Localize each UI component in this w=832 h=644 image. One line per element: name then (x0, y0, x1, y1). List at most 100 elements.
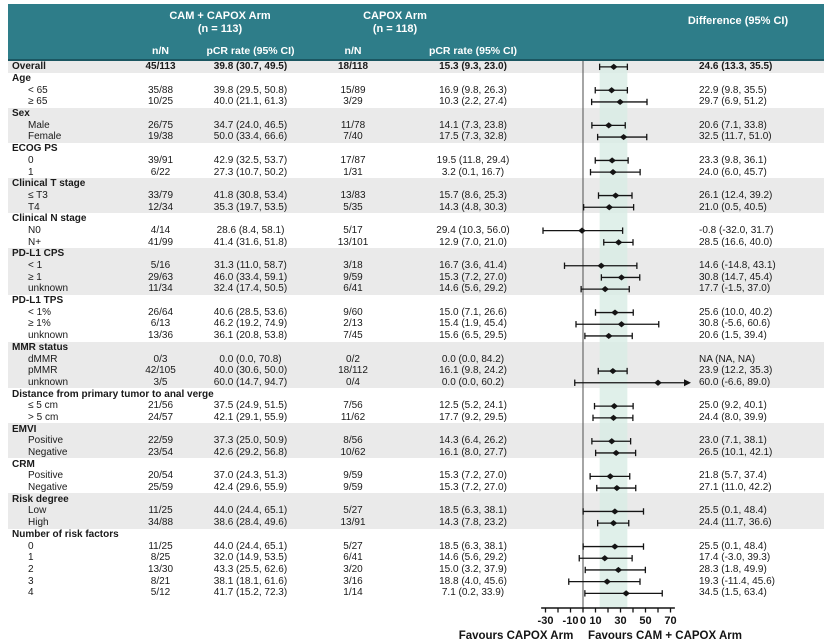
cam-capox-n-of-N: 5/12 (150, 587, 171, 599)
capox-pcr-rate: 19.5 (11.8, 29.4) (436, 154, 510, 166)
subgroup-header-row: Clinical T stage (8, 177, 824, 190)
cam-capox-n-of-N: 24/57 (147, 411, 174, 423)
capox-n-of-N: 1/31 (343, 166, 363, 178)
cam-capox-pcr-rate: 36.1 (20.8, 53.8) (213, 330, 288, 342)
cam-capox-n-of-N: 20/54 (147, 470, 174, 482)
cam-capox-pcr-rate: 38.1 (18.1, 61.6) (213, 575, 288, 587)
table-row: 1 6/22 27.3 (10.7, 50.2) 1/31 3.2 (0.1, 16.7… (8, 166, 824, 178)
cam-capox-n-of-N: 5/16 (150, 260, 171, 272)
cam-capox-pcr-rate: 35.3 (19.7, 53.5) (213, 201, 288, 213)
table-row: 1 8/25 32.0 (14.9, 53.5) 6/41 14.6 (5.6, 29.… (8, 552, 824, 564)
cam-capox-n-of-N: 11/25 (148, 505, 173, 517)
label-column-spacer (8, 45, 128, 57)
row-label: Risk degree (12, 493, 69, 505)
table-row: T4 12/34 35.3 (19.7, 53.5) 5/35 14.3 (4.8, 3… (8, 201, 824, 213)
difference-value: 20.6 (7.1, 33.8) (699, 119, 767, 131)
cam-capox-n-of-N: 12/34 (147, 201, 174, 213)
table-row: Positive 22/59 37.3 (25.0, 50.9) 8/56 14.3 (… (8, 435, 824, 447)
table-row: 2 13/30 43.3 (25.5, 62.6) 3/20 15.0 (3.2, 37… (8, 564, 824, 576)
capox-n-of-N: 7/45 (343, 330, 363, 342)
subgroup-header-row: Clinical N stage (8, 213, 824, 225)
table-row: dMMR 0/3 0.0 (0.0, 70.8) 0/2 0.0 (0.0, 84.2)… (8, 353, 824, 365)
cam-capox-pcr-rate: 43.3 (25.5, 62.6) (213, 563, 288, 575)
axis-tick-label: 0 (580, 615, 586, 627)
arm2-nN-column-header: n/N (344, 45, 362, 57)
capox-n-of-N: 5/35 (343, 201, 363, 213)
row-label: MMR status (12, 341, 69, 353)
cam-capox-pcr-rate: 41.7 (15.2, 72.3) (213, 587, 288, 599)
row-label: 1 (28, 166, 34, 178)
cam-capox-pcr-rate: 60.0 (14.7, 94.7) (213, 376, 288, 388)
difference-value: 25.5 (0.1, 48.4) (699, 540, 767, 552)
cam-capox-pcr-rate: 42.9 (32.5, 53.7) (213, 154, 288, 166)
capox-n-of-N: 5/17 (343, 224, 363, 236)
cam-capox-n-of-N: 41/99 (147, 236, 174, 248)
subgroup-header-row: MMR status (8, 341, 824, 354)
table-row: < 65 35/88 39.8 (29.5, 50.8) 15/89 16.9 (9.8… (8, 84, 824, 96)
cam-capox-pcr-rate: 39.8 (29.5, 50.8) (213, 84, 288, 96)
row-label: > 5 cm (28, 411, 59, 423)
row-label: 2 (28, 563, 34, 575)
cam-capox-pcr-rate: 42.4 (29.6, 55.9) (213, 482, 288, 494)
row-label: Negative (28, 447, 68, 459)
cam-capox-n-of-N: 39/91 (147, 154, 174, 166)
capox-n-of-N: 3/29 (343, 96, 363, 108)
cam-capox-n-of-N: 8/25 (150, 552, 171, 564)
table-row: < 1 5/16 31.3 (11.0, 58.7) 3/18 16.7 (3.6, 4… (8, 259, 824, 272)
capox-n-of-N: 3/18 (343, 260, 363, 272)
capox-n-of-N: 13/83 (340, 189, 366, 201)
subgroup-header-row: Number of risk factors (8, 529, 824, 541)
row-label: ≤ T3 (28, 189, 48, 201)
cam-capox-pcr-rate: 37.0 (24.3, 51.3) (213, 470, 288, 482)
subgroup-header-row: PD-L1 TPS (8, 295, 824, 307)
favours-left-label: Favours CAPOX Arm (459, 630, 574, 642)
difference-value: 32.5 (11.7, 51.0) (699, 131, 772, 143)
row-label: Number of risk factors (12, 528, 119, 540)
table-row: ≥ 1% 6/13 46.2 (19.2, 74.9) 2/13 15.4 (1.9, … (8, 318, 824, 330)
subgroup-header-row: EMVI (8, 423, 824, 435)
table-row: Male 26/75 34.7 (24.0, 46.5) 11/78 14.1 (7.3… (8, 119, 824, 132)
row-label: < 65 (28, 84, 48, 96)
arm1-n: (n = 113) (197, 23, 243, 35)
table-body: Overall 45/113 39.8 (30.7, 49.5) 18/118 15.3… (8, 61, 824, 599)
capox-n-of-N: 1/14 (343, 587, 363, 599)
cam-capox-pcr-rate: 32.4 (17.4, 50.5) (213, 283, 288, 295)
capox-n-of-N: 9/59 (343, 482, 363, 494)
difference-value: 24.0 (6.0, 45.7) (699, 166, 767, 178)
cam-capox-n-of-N: 0/3 (153, 353, 168, 365)
table-row: pMMR 42/105 40.0 (30.6, 50.0) 18/112 16.1 (9… (8, 364, 824, 377)
row-label: 0 (28, 154, 34, 166)
row-label: Overall (12, 61, 46, 73)
arm1-header: CAM + CAPOX Arm (n = 113) (120, 10, 320, 36)
capox-pcr-rate: 15.3 (7.2, 27.0) (439, 271, 507, 283)
table-row: unknown 13/36 36.1 (20.8, 53.8) 7/45 15.6 (6… (8, 330, 824, 342)
cam-capox-pcr-rate: 38.6 (28.4, 49.6) (213, 517, 288, 529)
subgroup-header-row: Distance from primary tumor to anal verg… (8, 388, 824, 400)
row-label: 4 (28, 587, 34, 599)
arm1-pcr-column-header: pCR rate (95% CI) (206, 45, 295, 57)
difference-value: 26.1 (12.4, 39.2) (699, 189, 773, 201)
capox-n-of-N: 18/118 (337, 61, 369, 73)
difference-value: 20.6 (1.5, 39.4) (699, 330, 767, 342)
row-label: ≥ 1% (28, 318, 51, 330)
difference-value: 14.6 (-14.8, 43.1) (699, 260, 776, 272)
difference-value: 34.5 (1.5, 63.4) (699, 587, 767, 599)
cam-capox-pcr-rate: 44.0 (24.4, 65.1) (213, 540, 288, 552)
row-label: T4 (28, 201, 40, 213)
difference-value: 29.7 (6.9, 51.2) (699, 96, 767, 108)
capox-pcr-rate: 18.5 (6.3, 38.1) (439, 505, 507, 517)
sub-header-row: n/N pCR rate (95% CI) n/N pCR rate (95% … (8, 45, 824, 57)
axis-tick-label: -30 (538, 615, 554, 627)
capox-pcr-rate: 7.1 (0.2, 33.9) (441, 587, 505, 599)
table-row: < 1% 26/64 40.6 (28.5, 53.6) 9/60 15.0 (7.1,… (8, 306, 824, 318)
capox-pcr-rate: 29.4 (10.3, 56.0) (436, 224, 510, 236)
capox-n-of-N: 0/4 (346, 376, 360, 388)
capox-n-of-N: 7/56 (343, 400, 363, 412)
row-label: Positive (28, 435, 64, 447)
subgroup-header-row: ECOG PS (8, 143, 824, 155)
cam-capox-n-of-N: 26/64 (147, 306, 174, 318)
subgroup-header-row: Sex (8, 107, 824, 120)
difference-value: 25.6 (10.0, 40.2) (699, 306, 773, 318)
table-row: N+ 41/99 41.4 (31.6, 51.8) 13/101 12.9 (7.0,… (8, 236, 824, 248)
capox-pcr-rate: 14.3 (4.8, 30.3) (439, 201, 507, 213)
